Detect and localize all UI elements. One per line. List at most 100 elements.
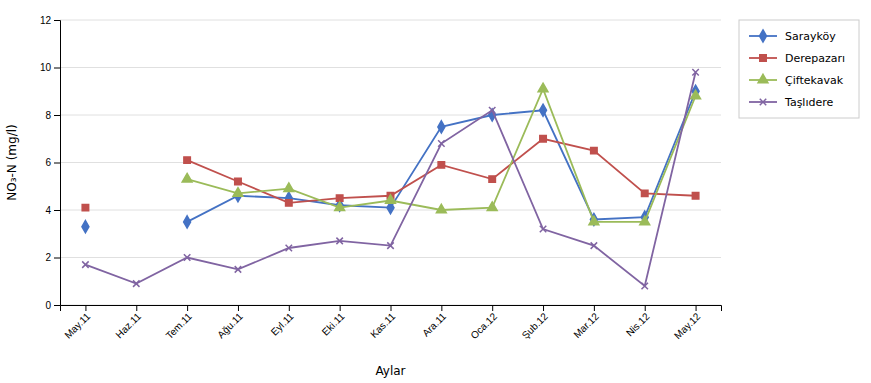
- point: [286, 245, 292, 251]
- point: [336, 238, 342, 244]
- point: [489, 107, 495, 113]
- legend-label: Derepazarı: [785, 52, 845, 65]
- x-tick: Oca.12: [468, 305, 499, 341]
- point: [182, 173, 192, 182]
- y-tick-mark: [54, 305, 60, 306]
- x-tick-mark: [492, 305, 493, 311]
- legend-label: Sarayköy: [785, 30, 836, 43]
- x-tick: Kas.11: [368, 305, 398, 340]
- x-tick: Mar.12: [571, 305, 601, 340]
- x-axis: May.11Haz.11Tem.11Ağu.11Eyl.11Eki.11Kas.…: [61, 305, 722, 341]
- legend-item: Taşlıdere: [749, 96, 834, 109]
- series: [182, 83, 700, 225]
- x-tick-mark: [696, 305, 697, 311]
- plot: May.11Haz.11Tem.11Ağu.11Eyl.11Eki.11Kas.…: [40, 15, 722, 342]
- grid-line: [60, 162, 721, 163]
- marks: [82, 69, 701, 289]
- series: [82, 85, 699, 232]
- point: [82, 261, 88, 267]
- y-axis-title: NO₃-N (mg/l): [5, 124, 19, 200]
- point: [538, 83, 548, 92]
- y-axis: 0 2 4 6 8 10 12: [40, 15, 61, 311]
- y-tick: 6: [45, 157, 60, 168]
- x-tick-label: Eki.11: [320, 310, 347, 337]
- point: [387, 242, 393, 248]
- x-tick-label: Tem.11: [164, 310, 195, 341]
- point: [233, 188, 243, 197]
- point: [438, 162, 444, 168]
- legend-item: Sarayköy: [749, 30, 836, 43]
- legend-item: Derepazarı: [749, 52, 845, 65]
- point: [286, 200, 292, 206]
- legend-frame: [739, 20, 859, 118]
- legend-label: Çiftekavak: [785, 74, 844, 87]
- point: [82, 204, 88, 210]
- point: [540, 104, 547, 116]
- y-tick: 12: [40, 15, 60, 26]
- x-tick: Ağu.11: [215, 305, 245, 340]
- point: [692, 193, 698, 199]
- series-line: [187, 89, 695, 222]
- grid-line: [60, 20, 721, 21]
- y-tick-label: 12: [40, 15, 52, 26]
- grid-line: [60, 67, 721, 68]
- y-tick-label: 6: [45, 157, 51, 168]
- point: [184, 254, 190, 260]
- chart: May.11Haz.11Tem.11Ağu.11Eyl.11Eki.11Kas.…: [0, 0, 871, 383]
- x-tick-mark: [645, 305, 646, 311]
- legend-item: Çiftekavak: [749, 74, 844, 87]
- y-tick-label: 0: [45, 300, 51, 311]
- x-tick-mark: [136, 305, 137, 311]
- x-tick-label: May.12: [672, 310, 703, 341]
- x-tick-label: Nis.12: [624, 310, 652, 338]
- series-line: [85, 72, 695, 286]
- x-tick-mark: [289, 305, 290, 311]
- point: [284, 183, 294, 192]
- point: [641, 190, 647, 196]
- point: [438, 121, 445, 133]
- series-line: [85, 139, 695, 208]
- point: [82, 221, 89, 233]
- x-tick: Nis.12: [624, 305, 652, 338]
- x-tick: Tem.11: [164, 305, 195, 341]
- point: [591, 147, 597, 153]
- point: [386, 195, 396, 204]
- y-tick: 8: [45, 110, 60, 121]
- point: [133, 280, 139, 286]
- legend-symbol: [760, 30, 767, 42]
- y-tick-mark: [54, 163, 60, 164]
- x-tick-label: Haz.11: [113, 310, 143, 340]
- y-tick-mark: [54, 258, 60, 259]
- point: [438, 140, 444, 146]
- axis-domain: [61, 306, 722, 312]
- x-tick: Haz.11: [113, 305, 143, 340]
- y-tick: 4: [45, 205, 60, 216]
- x-axis-title: Aylar: [375, 364, 405, 378]
- y-tick-mark: [54, 68, 60, 69]
- point: [235, 178, 241, 184]
- x-tick-mark: [187, 305, 188, 311]
- point: [691, 90, 701, 99]
- series: [82, 136, 699, 211]
- point: [589, 216, 599, 225]
- x-tick-mark: [340, 305, 341, 311]
- y-tick: 2: [45, 252, 60, 263]
- x-tick-label: Şub.12: [520, 310, 550, 340]
- y-tick-label: 2: [45, 252, 51, 263]
- point: [336, 195, 342, 201]
- x-tick: Ara.11: [420, 305, 448, 339]
- y-tick-mark: [54, 115, 60, 116]
- series-line: [85, 91, 695, 226]
- point: [487, 202, 497, 211]
- y-tick-label: 8: [45, 110, 51, 121]
- y-tick-label: 10: [40, 62, 52, 73]
- grid: [60, 20, 721, 305]
- x-tick: May.12: [672, 305, 703, 341]
- point: [436, 204, 446, 213]
- point: [184, 157, 190, 163]
- x-tick: Eyl.11: [269, 305, 296, 338]
- legend-symbol: [760, 99, 766, 105]
- x-tick-mark: [594, 305, 595, 311]
- x-tick: Şub.12: [520, 305, 550, 341]
- point: [692, 69, 698, 75]
